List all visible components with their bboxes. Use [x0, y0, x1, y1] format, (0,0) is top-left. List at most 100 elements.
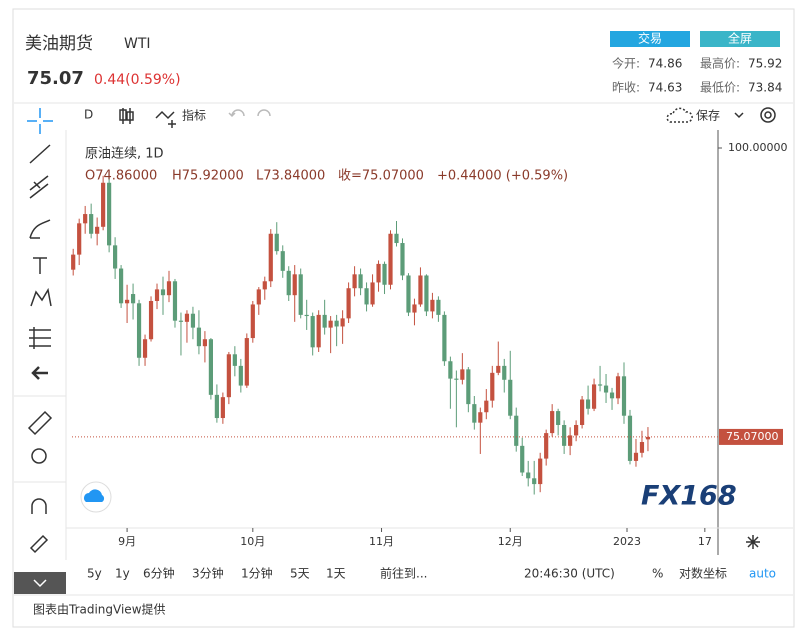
- undo-redo[interactable]: [228, 109, 271, 118]
- candle-body: [238, 365, 243, 386]
- fullscreen-button[interactable]: [700, 31, 780, 47]
- stat-value: 74.63: [648, 81, 682, 95]
- chart-type-icon[interactable]: [119, 108, 134, 124]
- text-tool[interactable]: [33, 257, 47, 274]
- ruler-tool[interactable]: [27, 410, 53, 436]
- candle-body: [304, 314, 309, 317]
- legend-close: 收=75.07000: [338, 169, 424, 184]
- range-button[interactable]: 6分钟: [143, 566, 175, 581]
- goto[interactable]: 前往到...: [380, 566, 427, 581]
- range-button[interactable]: 5天: [290, 567, 310, 581]
- percent[interactable]: %: [652, 567, 663, 581]
- candle-body: [633, 452, 639, 461]
- range-button[interactable]: 1天: [326, 567, 346, 581]
- log-scale[interactable]: 对数坐标: [679, 566, 727, 581]
- plot: 100.00000 9月 10月 11月 12月 2023 17 75.07000: [71, 141, 788, 548]
- trade-label[interactable]: 交易: [638, 31, 662, 46]
- candle-body: [154, 289, 160, 301]
- candle-body: [220, 397, 225, 419]
- forecast-tool[interactable]: [29, 327, 51, 349]
- candle-body: [298, 274, 303, 315]
- stat-label: 最高价:: [700, 56, 740, 71]
- candle-body: [585, 399, 591, 409]
- range-button[interactable]: 5y: [87, 567, 102, 581]
- candle-body: [71, 254, 76, 270]
- settings-icon-core: [764, 111, 772, 119]
- trade-button[interactable]: [610, 31, 690, 47]
- candle-body: [442, 314, 447, 362]
- time: 20:46:30 (UTC): [524, 567, 615, 581]
- candle-body: [430, 299, 435, 312]
- candle-body: [544, 433, 549, 459]
- candle-body: [597, 384, 603, 386]
- crosshair-tool[interactable]: [27, 108, 53, 134]
- line-tool[interactable]: [29, 144, 51, 164]
- candle-body: [178, 320, 184, 322]
- candle-body: [286, 270, 291, 296]
- indicators[interactable]: 指标: [182, 108, 206, 123]
- x-tick-label: 11月: [369, 535, 394, 548]
- candle-body: [412, 304, 417, 313]
- candle-body: [574, 424, 579, 436]
- last-price-tag: [719, 428, 783, 445]
- auto-scale[interactable]: auto: [749, 567, 776, 581]
- lock-tool[interactable]: [29, 534, 49, 554]
- candle-body: [202, 339, 208, 347]
- candle-body: [107, 182, 112, 246]
- indicator-icon[interactable]: [155, 110, 176, 128]
- candle-body: [394, 233, 399, 244]
- candle-body: [508, 379, 513, 416]
- cloud-icon[interactable]: [666, 107, 693, 123]
- candle-body: [124, 299, 130, 304]
- axis-settings[interactable]: [746, 535, 760, 549]
- brush-tool[interactable]: [29, 219, 51, 239]
- candle-body: [484, 400, 489, 413]
- candle-body: [400, 243, 405, 276]
- range-button[interactable]: 1y: [115, 567, 130, 581]
- candle-body: [550, 411, 555, 434]
- interval[interactable]: D: [84, 108, 93, 122]
- save-menu[interactable]: [734, 112, 744, 119]
- candle-body: [591, 384, 597, 409]
- candle-body: [538, 458, 543, 485]
- save[interactable]: 保存: [696, 109, 720, 123]
- stat-label: 最低价:: [700, 81, 740, 95]
- candle-body: [316, 314, 321, 348]
- candle-body: [388, 233, 393, 285]
- candle-body: [514, 415, 519, 446]
- candle-body: [406, 275, 411, 313]
- back-tool[interactable]: [31, 366, 48, 380]
- magnet-tool[interactable]: [31, 498, 47, 514]
- frame: [12, 8, 795, 628]
- candle-body: [77, 223, 82, 255]
- title: 美油期货: [25, 34, 93, 54]
- candle-body: [95, 226, 100, 234]
- candle-body: [250, 304, 255, 339]
- pattern-tool[interactable]: [30, 287, 52, 307]
- collapse-arrow: [33, 579, 47, 588]
- y-tick-label: 100.00000: [728, 141, 788, 154]
- fullscreen-label[interactable]: 全屏: [728, 31, 752, 46]
- candle-body: [184, 313, 190, 322]
- candle-body: [340, 318, 345, 327]
- candle-body: [256, 289, 261, 305]
- collapse-button[interactable]: [14, 572, 66, 594]
- candle-body: [621, 376, 627, 416]
- candle-body: [310, 316, 315, 348]
- candle-body: [645, 436, 651, 440]
- stat-value: 73.84: [748, 81, 782, 95]
- candle-body: [424, 275, 429, 312]
- x-tick-label: 2023: [613, 535, 641, 548]
- candle-body: [262, 281, 267, 290]
- zoom-tool[interactable]: [31, 448, 47, 464]
- candle-body: [166, 281, 172, 296]
- settings-icon[interactable]: [760, 107, 776, 123]
- candle-body: [382, 263, 387, 285]
- stat-label: 昨收:: [612, 81, 640, 95]
- range-button[interactable]: 3分钟: [192, 566, 224, 581]
- candle-body: [370, 282, 375, 305]
- fib-tool[interactable]: [29, 175, 49, 199]
- range-button[interactable]: 1分钟: [241, 566, 273, 581]
- left-toolbar: [14, 144, 66, 594]
- candle-body: [609, 392, 615, 399]
